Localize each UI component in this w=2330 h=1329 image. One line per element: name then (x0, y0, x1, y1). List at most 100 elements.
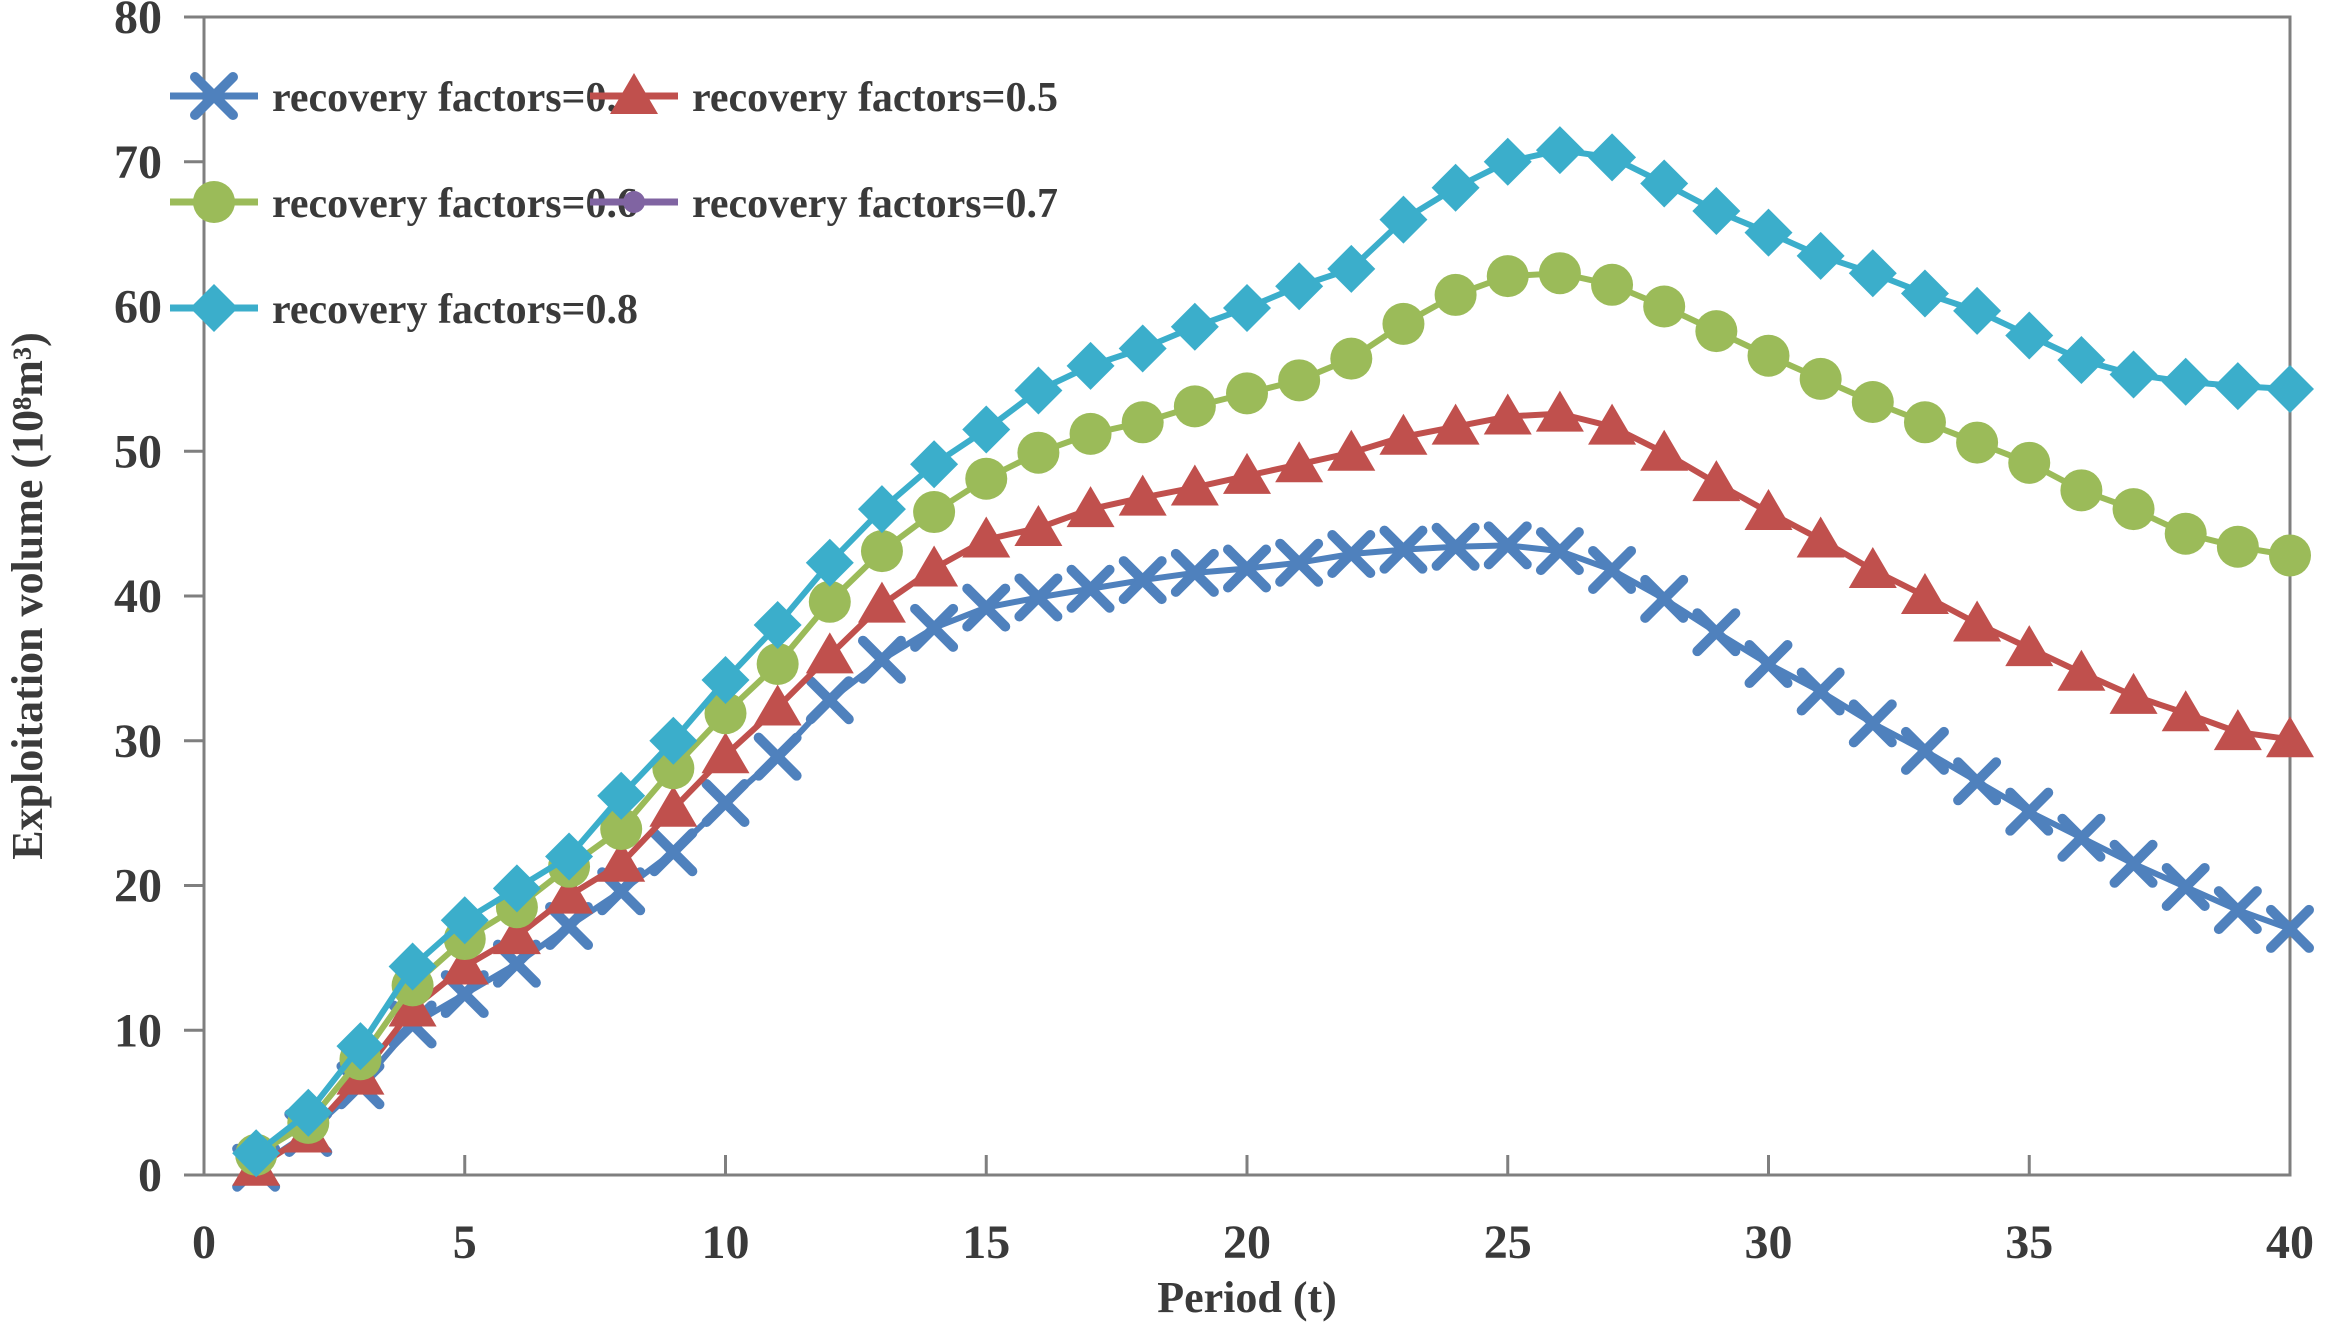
legend-marker (190, 284, 238, 332)
legend-marker (610, 73, 658, 114)
data-marker (1483, 393, 1532, 435)
data-marker (492, 913, 541, 955)
data-marker (1431, 403, 1480, 445)
data-marker (1640, 159, 1689, 208)
data-marker (1014, 366, 1063, 415)
data-marker (1900, 269, 1949, 318)
data-marker (857, 485, 906, 534)
data-marker (1535, 126, 1584, 175)
data-marker (649, 828, 698, 877)
data-marker (2266, 716, 2314, 758)
data-marker (2161, 357, 2210, 406)
x-tick-label: 40 (2266, 1216, 2314, 1269)
data-marker (1640, 429, 1689, 471)
data-marker (756, 643, 799, 686)
data-marker (1953, 757, 2002, 806)
data-marker (1591, 263, 1634, 306)
data-marker (1796, 516, 1845, 558)
data-marker (1848, 546, 1897, 588)
x-tick-label: 15 (962, 1216, 1010, 1269)
data-marker (2008, 441, 2051, 484)
x-tick-label: 30 (1745, 1216, 1793, 1269)
data-marker (1379, 195, 1428, 244)
data-marker (1796, 231, 1845, 280)
data-marker (701, 655, 750, 704)
data-marker (1278, 359, 1321, 402)
data-marker (1851, 381, 1894, 424)
series-line-0.5 (254, 410, 2291, 1171)
data-marker (965, 457, 1008, 500)
data-marker (1956, 421, 1999, 464)
legend-item-0.5: recovery factors=0.5 (590, 75, 1058, 121)
data-marker (1483, 521, 1532, 570)
data-marker (2060, 469, 2103, 512)
data-marker (1431, 522, 1480, 571)
data-marker (1953, 286, 2002, 335)
x-tick-label: 20 (1223, 1216, 1271, 1269)
data-marker (1695, 310, 1738, 353)
data-marker (1588, 403, 1637, 445)
legend-marker (190, 72, 238, 120)
data-marker (1275, 262, 1324, 311)
data-marker (2161, 862, 2210, 911)
data-marker (1538, 252, 1581, 295)
data-marker (2057, 336, 2106, 385)
data-marker (1535, 390, 1584, 432)
data-marker (2213, 362, 2262, 411)
data-marker (2057, 649, 2106, 691)
series-line-0.4 (254, 542, 2292, 1171)
data-marker (2216, 525, 2259, 568)
data-marker (1223, 452, 1271, 494)
data-marker (1014, 504, 1063, 546)
data-marker (2005, 625, 2054, 667)
legend-label: recovery factors=0.5 (692, 75, 1058, 121)
series-line-0.6 (254, 270, 2291, 1158)
data-marker (1170, 464, 1219, 506)
data-marker (1275, 538, 1324, 587)
data-marker (2109, 350, 2158, 399)
data-marker (1747, 334, 1790, 377)
x-tick-label: 25 (1484, 1216, 1532, 1269)
data-marker (652, 747, 695, 790)
data-marker (805, 676, 854, 725)
data-marker (2005, 311, 2054, 360)
data-marker (1643, 285, 1686, 328)
data-marker (545, 872, 594, 914)
data-marker (388, 942, 437, 991)
legend-label: recovery factors=0.8 (272, 287, 638, 333)
data-marker (492, 864, 541, 913)
data-marker (910, 440, 959, 489)
y-tick-label: 10 (114, 1004, 162, 1057)
data-marker (805, 632, 854, 674)
y-tick-label: 50 (114, 425, 162, 478)
y-tick-label: 60 (114, 281, 162, 334)
data-marker (1327, 429, 1376, 471)
data-marker (1588, 545, 1637, 594)
data-marker (1953, 600, 2002, 642)
data-marker (1330, 337, 1373, 380)
data-marker (1118, 556, 1167, 605)
y-tick-label: 70 (114, 136, 162, 189)
data-marker (1692, 608, 1741, 657)
y-tick-label: 30 (114, 715, 162, 768)
data-marker (2213, 886, 2262, 935)
data-marker (1692, 186, 1741, 235)
data-marker (704, 692, 747, 735)
legend-label: recovery factors=0.6 (272, 181, 638, 227)
data-marker (336, 1022, 385, 1071)
data-marker (910, 545, 959, 587)
data-marker (962, 516, 1011, 558)
data-marker (1118, 324, 1167, 373)
data-marker (1327, 244, 1376, 293)
x-tick-label: 5 (453, 1216, 477, 1269)
data-marker (1379, 413, 1428, 455)
data-marker (284, 1088, 333, 1137)
data-marker (597, 771, 646, 820)
data-marker (1014, 573, 1063, 622)
data-marker (1223, 544, 1271, 593)
legend-item-0.6: recovery factors=0.6 (170, 181, 638, 227)
data-marker (2161, 690, 2210, 732)
x-tick-label: 10 (702, 1216, 750, 1269)
data-marker (1431, 163, 1480, 212)
